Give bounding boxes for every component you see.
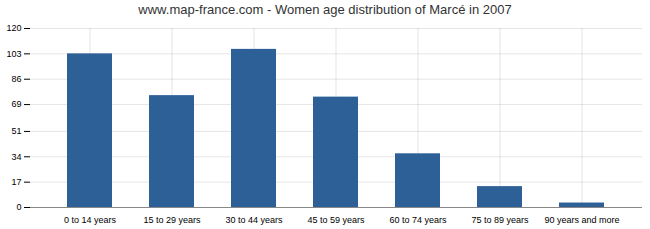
svg-text:45 to 59 years: 45 to 59 years <box>307 215 365 225</box>
svg-text:0 to 14 years: 0 to 14 years <box>64 215 117 225</box>
svg-text:15 to 29 years: 15 to 29 years <box>143 215 201 225</box>
svg-text:60 to 74 years: 60 to 74 years <box>389 215 447 225</box>
svg-text:120: 120 <box>6 23 21 33</box>
svg-text:34: 34 <box>11 152 21 162</box>
svg-text:69: 69 <box>11 99 21 109</box>
svg-text:75 to 89 years: 75 to 89 years <box>471 215 529 225</box>
svg-text:86: 86 <box>11 74 21 84</box>
html-text:www.map-france.com - Women age: www.map-france.com - Women age distribut… <box>138 2 512 17</box>
svg-text:30 to 44 years: 30 to 44 years <box>225 215 283 225</box>
svg-text:0: 0 <box>16 202 21 212</box>
svg-text:17: 17 <box>11 177 21 187</box>
svg-text:103: 103 <box>6 49 21 59</box>
svg-text:90 years and more: 90 years and more <box>544 215 619 225</box>
svg-text:51: 51 <box>11 126 21 136</box>
